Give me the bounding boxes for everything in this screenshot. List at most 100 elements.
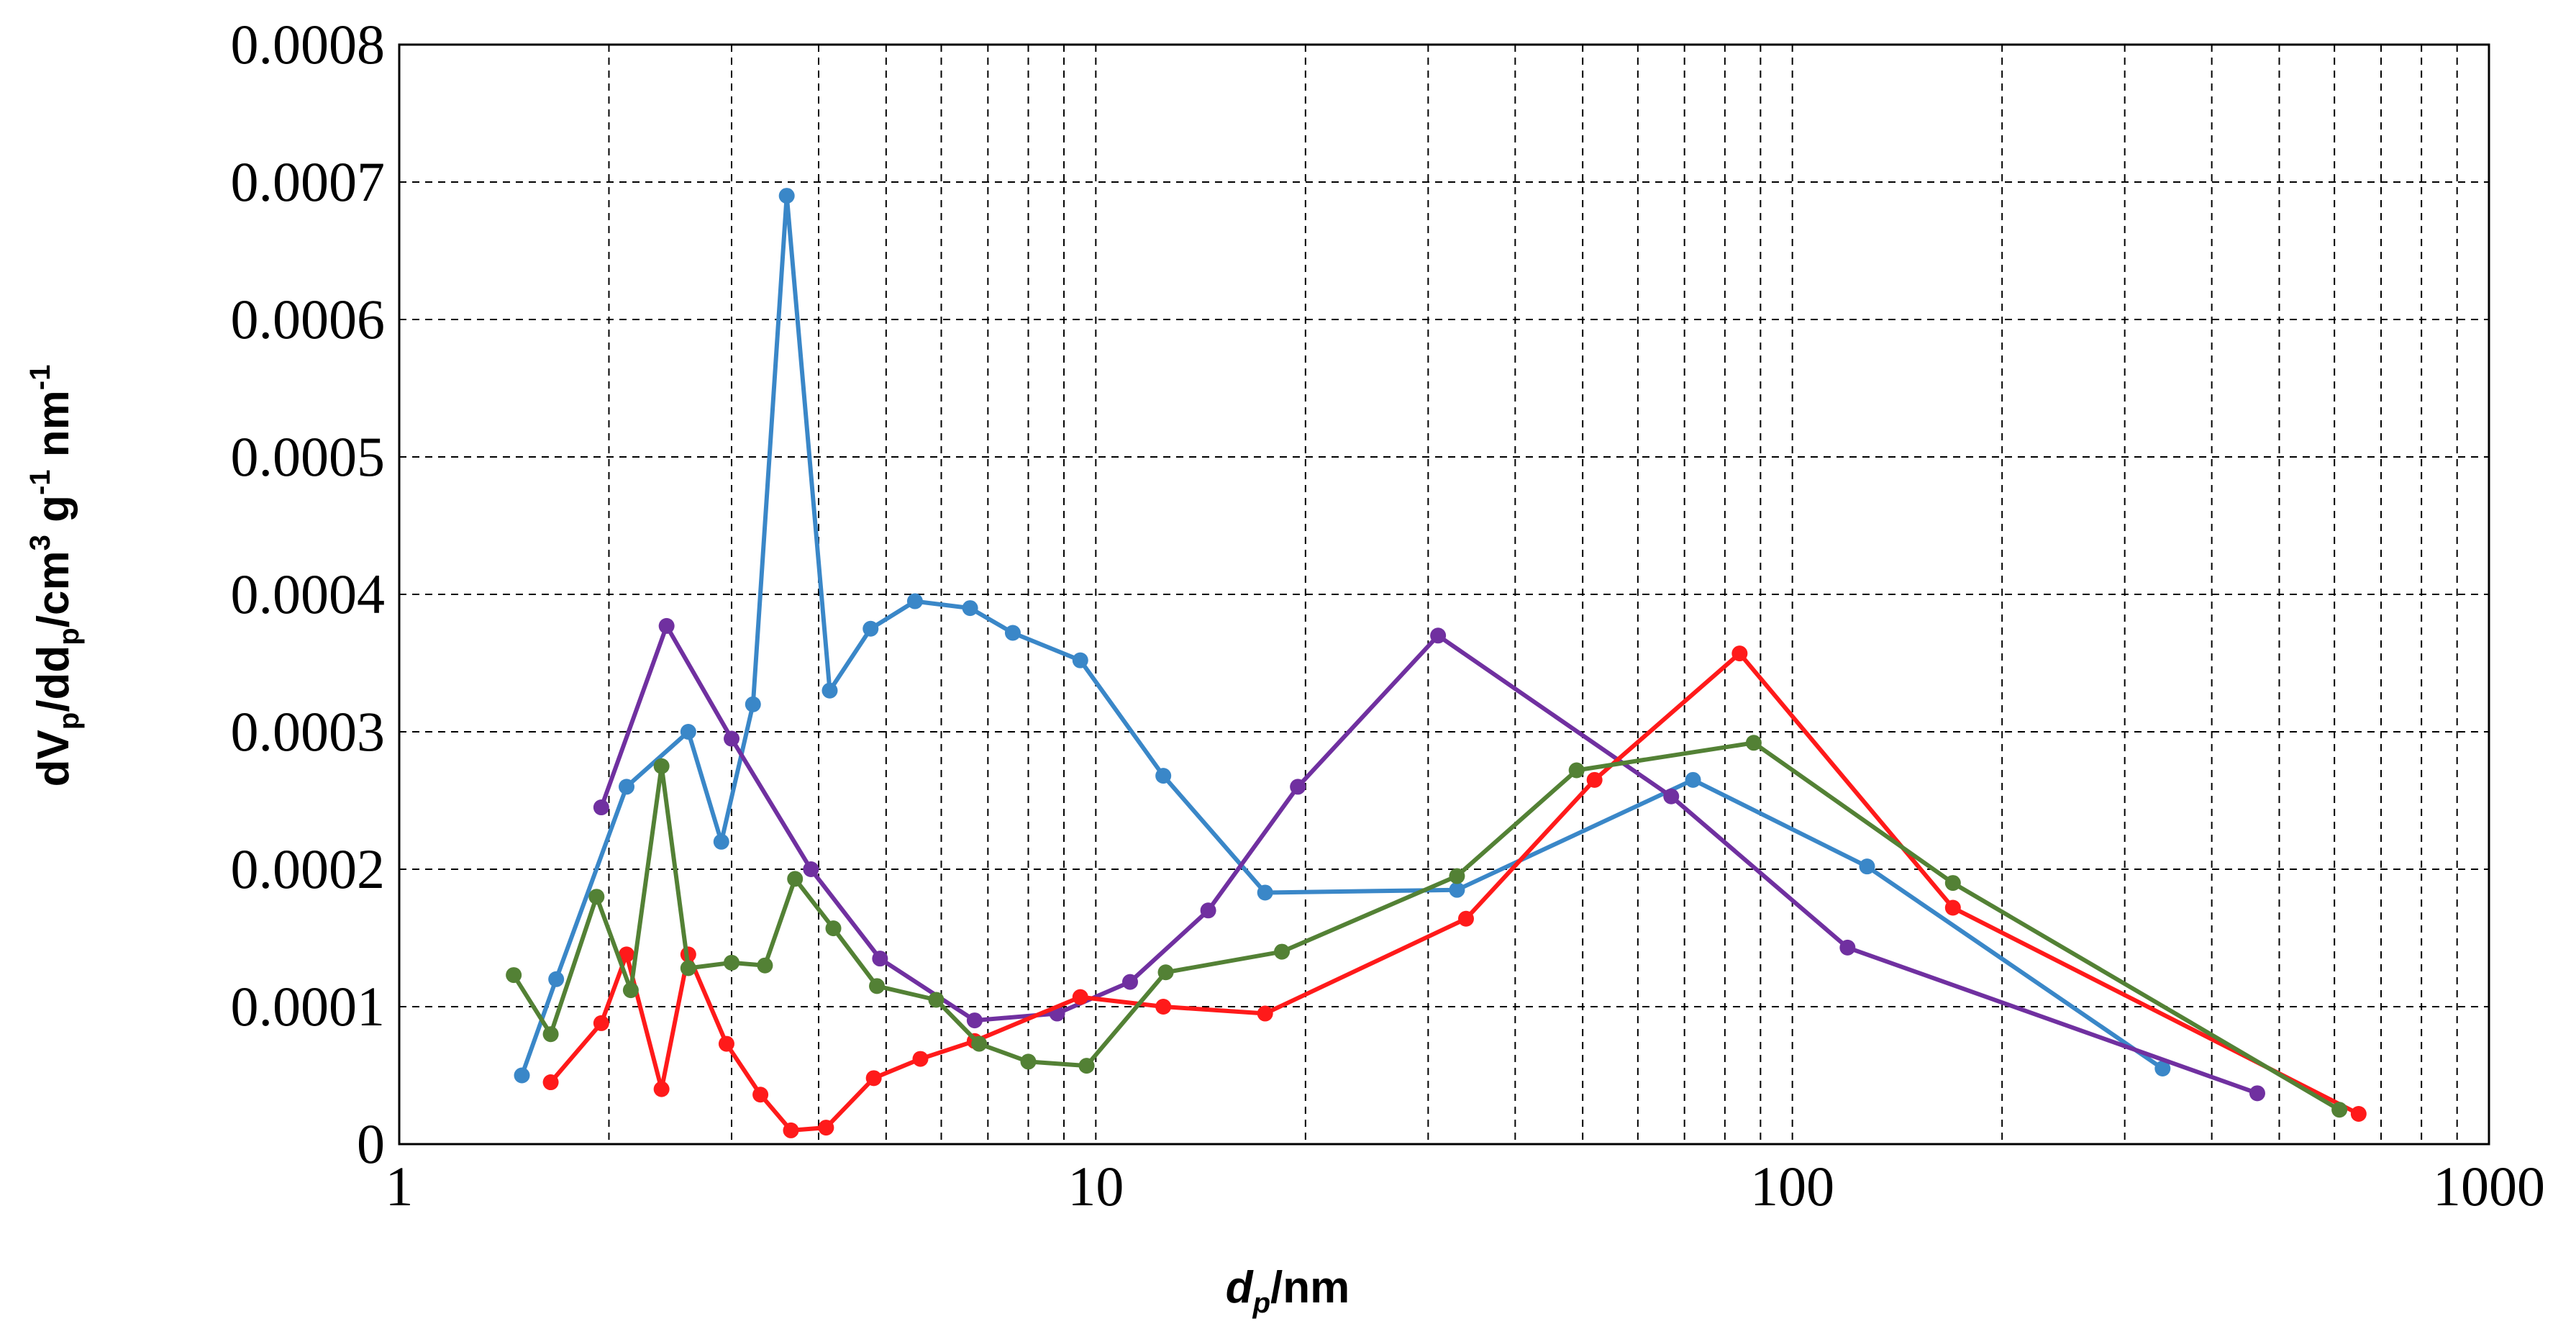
data-point — [514, 1067, 530, 1084]
data-point — [1944, 875, 1961, 892]
data-point — [822, 682, 838, 699]
data-point — [1685, 771, 1701, 788]
data-point — [1004, 625, 1021, 641]
series-4 — [506, 735, 2348, 1118]
series-line — [511, 740, 2341, 1112]
data-point — [787, 871, 804, 887]
data-point — [724, 730, 740, 747]
data-point — [1121, 974, 1138, 990]
data-point — [912, 1051, 929, 1067]
y-tick-label: 0.0001 — [231, 975, 386, 1038]
data-point — [680, 960, 696, 976]
data-point — [962, 600, 978, 617]
data-point — [1457, 910, 1474, 927]
data-point — [869, 978, 886, 994]
major-gridlines — [399, 44, 2490, 1145]
data-point — [588, 889, 605, 905]
data-point — [593, 1015, 609, 1031]
data-point — [778, 188, 795, 204]
data-point — [928, 992, 945, 1008]
data-point — [713, 833, 729, 850]
data-point — [865, 1070, 882, 1087]
data-point — [1155, 999, 1172, 1015]
y-tick-labels: 0 0.0001 0.0002 0.0003 0.0004 0.0005 0.0006 0.0… — [231, 13, 386, 1175]
data-point — [593, 799, 609, 816]
y-tick-label: 0.0008 — [231, 13, 386, 76]
data-point — [2154, 1060, 2171, 1076]
data-point — [825, 920, 842, 937]
y-tick-label: 0.0003 — [231, 700, 386, 763]
data-point — [971, 1035, 988, 1052]
plot-area-frame — [398, 43, 2490, 1146]
data-point — [1449, 868, 1465, 884]
data-point — [872, 951, 888, 967]
data-point — [1568, 762, 1585, 779]
data-point — [653, 758, 670, 774]
y-tick-label: 0.0005 — [231, 425, 386, 488]
data-point — [1155, 768, 1172, 784]
data-point — [619, 779, 635, 795]
x-axis-title: dp/nm — [1226, 1263, 1350, 1319]
data-point — [1078, 1058, 1095, 1074]
data-point — [1274, 943, 1291, 960]
x-tick-label: 10 — [1068, 1155, 1124, 1218]
data-point — [1072, 989, 1088, 1005]
series-line — [599, 623, 2259, 1096]
series-line — [519, 194, 2164, 1076]
data-point — [863, 620, 879, 637]
data-point — [818, 1120, 834, 1136]
y-tick-label: 0.0006 — [231, 288, 386, 350]
data-point — [1745, 735, 1762, 751]
data-point — [2350, 1105, 2367, 1122]
data-point — [542, 1074, 559, 1091]
data-point — [1157, 964, 1174, 981]
data-point — [1449, 881, 1465, 898]
data-point — [680, 724, 696, 740]
data-point — [724, 954, 740, 971]
data-point — [1663, 788, 1680, 804]
data-point — [1586, 771, 1603, 788]
data-point — [803, 861, 819, 877]
data-point — [783, 1122, 799, 1138]
data-point — [542, 1026, 559, 1043]
data-point — [1859, 858, 1875, 875]
data-point — [1731, 645, 1748, 662]
data-point — [966, 1012, 983, 1029]
data-point — [1257, 884, 1273, 901]
data-point — [506, 967, 522, 984]
data-point — [1200, 902, 1216, 919]
y-tick-label: 0.0002 — [231, 838, 386, 900]
y-tick-label: 0.0007 — [231, 150, 386, 213]
data-point — [2331, 1102, 2348, 1118]
data-point — [658, 617, 675, 634]
data-point — [745, 696, 761, 712]
data-point — [1290, 779, 1306, 795]
y-tick-label: 0.0004 — [231, 563, 386, 625]
series-3 — [542, 645, 2367, 1138]
series-layer — [506, 188, 2367, 1138]
data-point — [752, 1087, 769, 1103]
data-point — [1257, 1005, 1273, 1022]
x-tick-label: 1 — [386, 1155, 414, 1218]
data-point — [1020, 1053, 1037, 1070]
data-point — [2249, 1085, 2265, 1102]
data-point — [1944, 899, 1961, 916]
data-point — [619, 946, 635, 963]
y-axis-title: dVp/ddp/cm3 g-1 nm-1 — [24, 365, 85, 787]
data-point — [653, 1081, 670, 1097]
data-point — [1430, 627, 1447, 644]
data-point — [757, 957, 773, 974]
data-point — [718, 1035, 734, 1052]
series-1 — [514, 188, 2171, 1084]
data-point — [622, 982, 639, 999]
series-line — [549, 651, 2360, 1133]
series-2 — [593, 617, 2265, 1102]
x-tick-labels: 1 10 100 1000 — [386, 1155, 2546, 1218]
data-point — [548, 971, 565, 987]
data-point — [1072, 652, 1088, 668]
data-point — [1839, 939, 1856, 956]
data-point — [906, 593, 923, 609]
x-tick-label: 1000 — [2433, 1155, 2545, 1218]
y-tick-label: 0 — [357, 1112, 385, 1175]
